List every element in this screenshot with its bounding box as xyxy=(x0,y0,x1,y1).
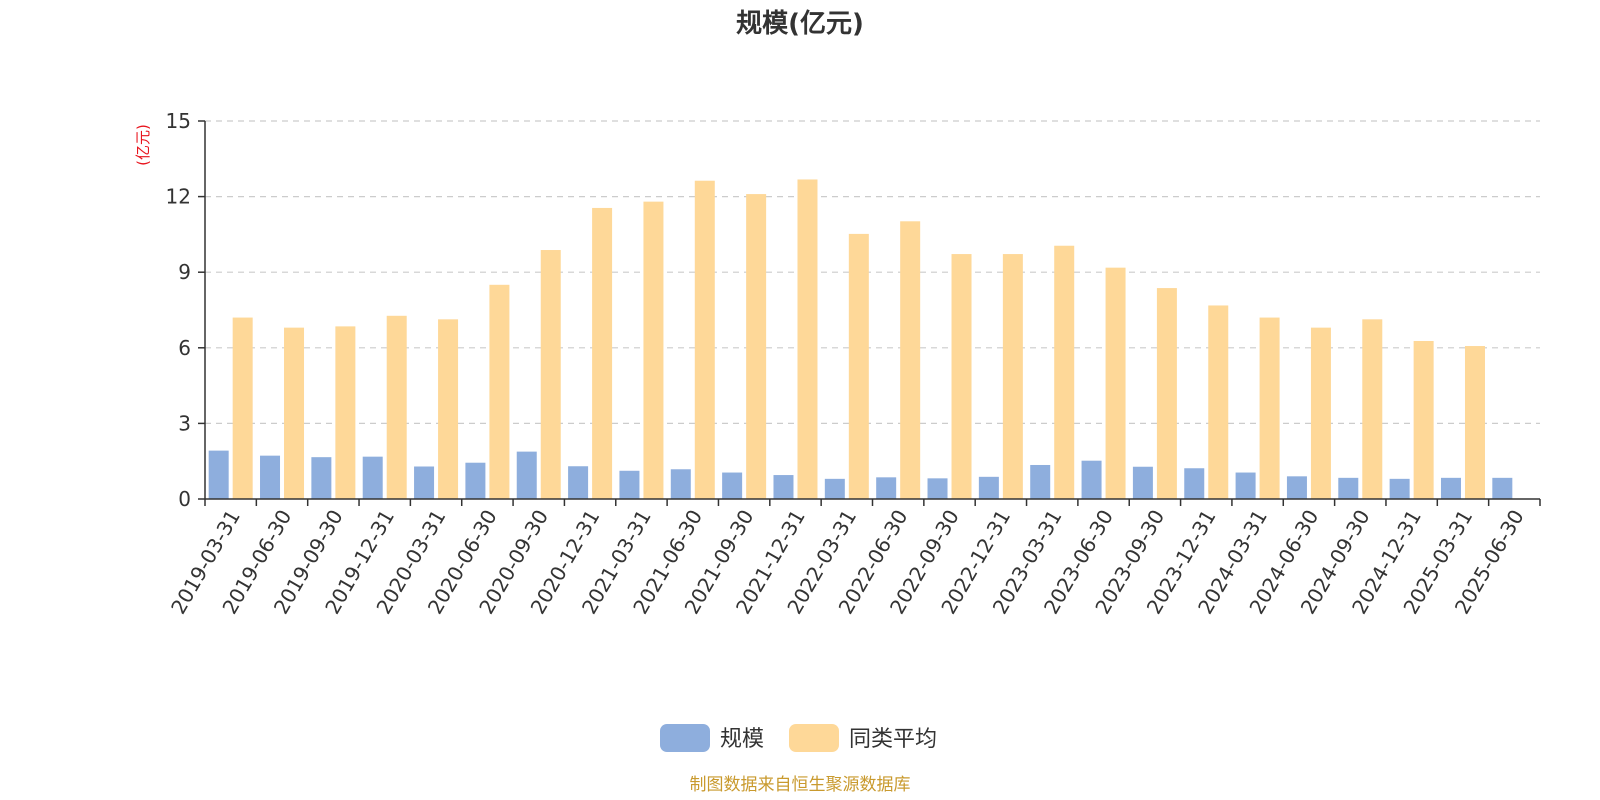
bar-scale[interactable] xyxy=(516,451,537,499)
bar-scale[interactable] xyxy=(1235,472,1256,499)
bar-scale[interactable] xyxy=(876,477,897,499)
y-tick-label: 12 xyxy=(166,185,191,209)
bar-scale[interactable] xyxy=(978,476,999,499)
bar-peer-average[interactable] xyxy=(335,326,356,499)
legend-swatch xyxy=(660,724,710,752)
bar-peer-average[interactable] xyxy=(489,284,510,499)
legend-item-peer-average[interactable]: 同类平均 xyxy=(789,724,937,752)
legend-label: 规模 xyxy=(720,727,764,752)
bar-peer-average[interactable] xyxy=(1259,317,1280,499)
bar-scale[interactable] xyxy=(927,478,948,499)
bar-peer-average[interactable] xyxy=(746,194,767,499)
bar-scale[interactable] xyxy=(311,457,332,499)
bar-peer-average[interactable] xyxy=(592,207,613,499)
data-source-note: 制图数据来自恒生聚源数据库 xyxy=(690,775,911,795)
legend-item-scale[interactable]: 规模 xyxy=(660,724,764,752)
bar-scale[interactable] xyxy=(1286,476,1307,499)
bar-scale[interactable] xyxy=(414,466,435,499)
bar-scale[interactable] xyxy=(1389,478,1410,499)
bar-peer-average[interactable] xyxy=(900,221,921,499)
bar-peer-average[interactable] xyxy=(951,254,972,499)
bar-scale[interactable] xyxy=(568,466,589,499)
bar-scale[interactable] xyxy=(1492,477,1513,499)
y-tick-label: 9 xyxy=(178,260,191,284)
y-tick-label: 15 xyxy=(166,109,191,133)
bar-peer-average[interactable] xyxy=(1362,319,1383,499)
bar-peer-average[interactable] xyxy=(1310,327,1331,499)
y-tick-label: 6 xyxy=(178,336,191,360)
bar-peer-average[interactable] xyxy=(1413,340,1434,499)
bar-peer-average[interactable] xyxy=(797,179,818,500)
chart-title: 规模(亿元) xyxy=(736,9,864,39)
bar-peer-average[interactable] xyxy=(1002,254,1023,499)
bar-scale[interactable] xyxy=(362,456,383,499)
y-tick-label: 3 xyxy=(178,411,191,435)
bar-scale[interactable] xyxy=(722,472,743,499)
bar-scale[interactable] xyxy=(1440,477,1461,499)
legend[interactable]: 规模 同类平均 xyxy=(660,724,937,752)
bar-scale[interactable] xyxy=(208,450,229,499)
bar-peer-average[interactable] xyxy=(694,180,715,499)
bar-peer-average[interactable] xyxy=(540,250,561,499)
bar-scale[interactable] xyxy=(773,475,794,499)
bar-scale[interactable] xyxy=(1081,460,1102,499)
bar-scale[interactable] xyxy=(824,478,845,499)
y-axis-unit-label: (亿元) xyxy=(134,124,152,166)
y-tick-label: 0 xyxy=(178,487,191,511)
bar-scale[interactable] xyxy=(1132,466,1153,499)
bar-peer-average[interactable] xyxy=(1156,288,1177,499)
bar-scale[interactable] xyxy=(1184,468,1205,499)
bar-scale[interactable] xyxy=(465,462,486,499)
bar-peer-average[interactable] xyxy=(848,233,869,499)
bar-peer-average[interactable] xyxy=(284,327,305,499)
bar-peer-average[interactable] xyxy=(232,317,253,499)
bar-peer-average[interactable] xyxy=(643,201,664,499)
bar-peer-average[interactable] xyxy=(1464,346,1485,499)
bar-peer-average[interactable] xyxy=(1105,267,1126,499)
bar-scale[interactable] xyxy=(619,470,640,499)
legend-label: 同类平均 xyxy=(849,727,937,752)
legend-swatch xyxy=(789,724,839,752)
bar-peer-average[interactable] xyxy=(1208,305,1229,499)
bar-scale[interactable] xyxy=(1338,477,1359,499)
bars-layer xyxy=(208,179,1513,500)
bar-scale[interactable] xyxy=(670,469,691,499)
bar-scale[interactable] xyxy=(1030,464,1051,499)
bar-peer-average[interactable] xyxy=(1054,245,1075,499)
bar-peer-average[interactable] xyxy=(438,319,459,499)
bar-scale[interactable] xyxy=(260,455,281,499)
bar-peer-average[interactable] xyxy=(386,315,407,499)
